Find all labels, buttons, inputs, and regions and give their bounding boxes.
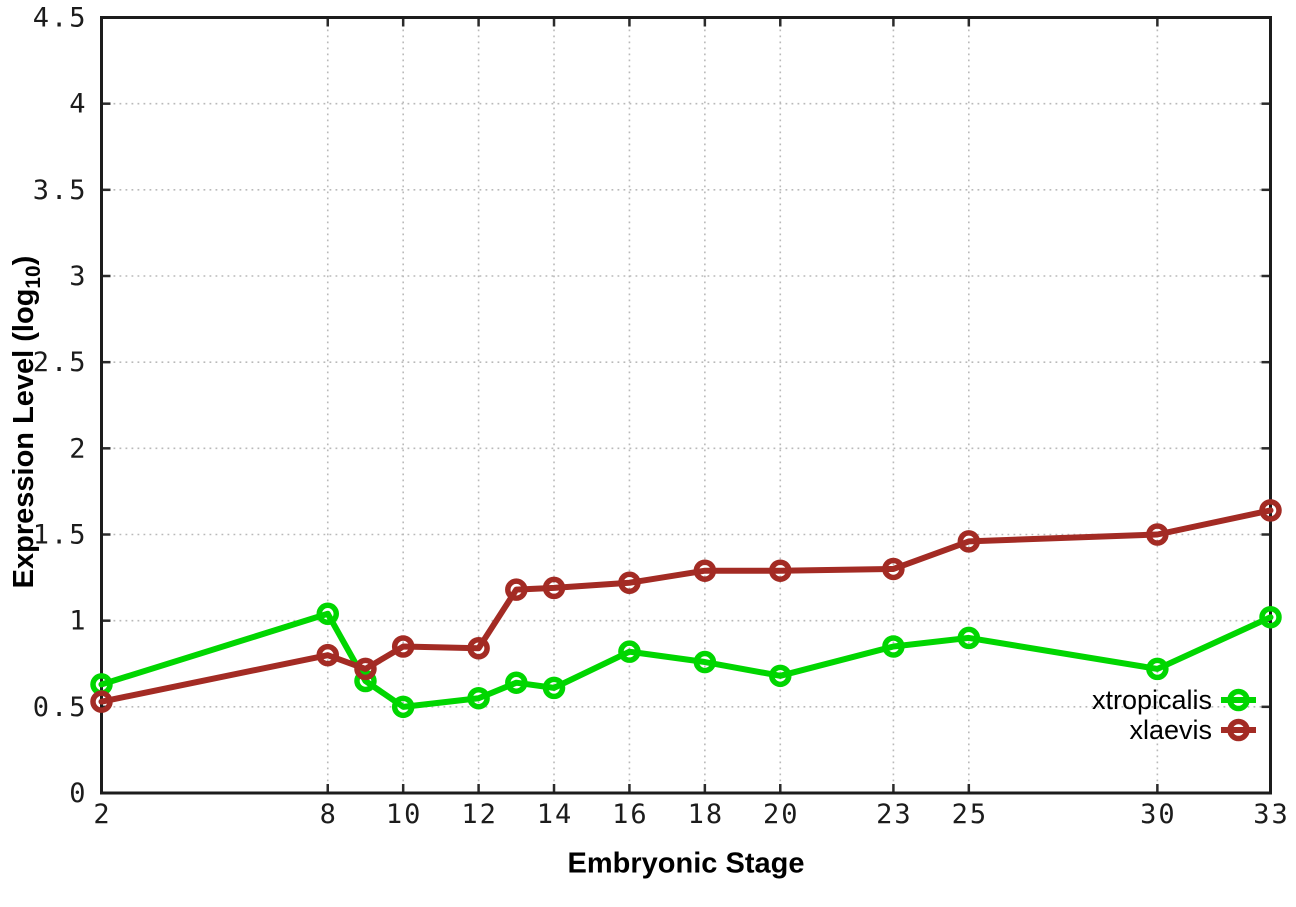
series-xlaevis-marker [90,690,113,713]
x-tick-label: 12 [461,799,498,830]
x-tick-labels: 2 8 10 12 14 16 18 20 23 25 30 33 [93,799,1290,830]
series-xlaevis-marker [882,557,905,581]
y-tick-label: 3.5 [33,175,88,206]
y-tick-label: 4.5 [33,3,88,34]
series-xlaevis-marker [391,635,415,658]
series-xlaevis-marker [957,530,981,553]
x-tick-label: 30 [1140,799,1177,830]
series-xtropicalis-marker [769,664,792,688]
series-xtropicalis-marker [391,695,415,719]
x-tick-label: 2 [93,799,111,830]
plot-border [100,16,1272,795]
y-tick-label: 4 [69,89,87,120]
legend-marker-xlaevis [1227,718,1250,742]
x-tick-label: 8 [320,799,338,830]
series-xtropicalis-marker [542,676,566,700]
series-xtropicalis-marker [882,635,905,658]
series-xtropicalis-marker [957,626,981,650]
series-xtropicalis-marker [505,671,528,694]
series-xtropicalis-marker [467,686,490,710]
y-tick-label: 2 [69,433,87,464]
x-tick-label: 20 [763,799,800,830]
x-tick-label: 16 [612,799,649,830]
y-axis-title-subscript: 10 [21,265,45,289]
series-xlaevis-marker [693,559,717,582]
y-tick-label: 1.5 [33,520,88,551]
y-axis-title: Expression Level (log10) [8,256,46,589]
y-tick-label: 0 [69,778,87,809]
x-tick-label: 25 [952,799,989,830]
legend-item-xtropicalis: xtropicalis [1092,685,1256,715]
series-xlaevis-marker [618,571,641,595]
series-xtropicalis-marker [618,640,641,663]
series-xlaevis-marker [542,576,566,600]
series-xlaevis-marker [354,657,377,681]
series-xlaevis-marker [316,643,340,667]
y-axis-title-suffix: ) [8,255,41,266]
series-xtropicalis-marker [1259,605,1282,629]
x-tick-label: 10 [386,799,423,830]
series-xlaevis-marker [467,636,490,660]
gridlines [101,17,1271,793]
tick-marks [100,16,1272,795]
y-tick-labels: 0 0.5 1 1.5 2 2.5 3 3.5 4 4.5 [33,3,88,810]
legend-label-xtropicalis: xtropicalis [1092,685,1212,715]
y-tick-label: 1 [69,606,87,637]
legend-label-xlaevis: xlaevis [1129,715,1212,745]
legend-item-xlaevis: xlaevis [1129,715,1256,745]
series-xlaevis-marker [505,578,528,601]
series-xtropicalis [90,602,1282,719]
y-tick-label: 3 [69,261,87,292]
y-tick-label: 2.5 [33,347,88,378]
series-xtropicalis-marker [693,650,717,674]
x-tick-label: 14 [537,799,574,830]
series-xlaevis-line [98,507,1274,705]
series-xlaevis-marker [1146,523,1169,546]
x-tick-label: 18 [688,799,725,830]
y-axis-title-text: Expression Level (log [8,288,41,589]
series-xlaevis-marker [1259,499,1282,522]
series-xlaevis [90,499,1282,713]
x-tick-label: 23 [876,799,913,830]
x-axis-title: Embryonic Stage [567,847,805,880]
y-tick-label: 0.5 [33,692,88,723]
series-xtropicalis-marker [316,602,340,626]
legend-marker-xtropicalis [1227,688,1250,712]
series-xtropicalis-marker [354,669,377,693]
series-xtropicalis-marker [1146,657,1169,681]
x-tick-label: 33 [1253,799,1290,830]
series-xlaevis-marker [769,559,792,582]
